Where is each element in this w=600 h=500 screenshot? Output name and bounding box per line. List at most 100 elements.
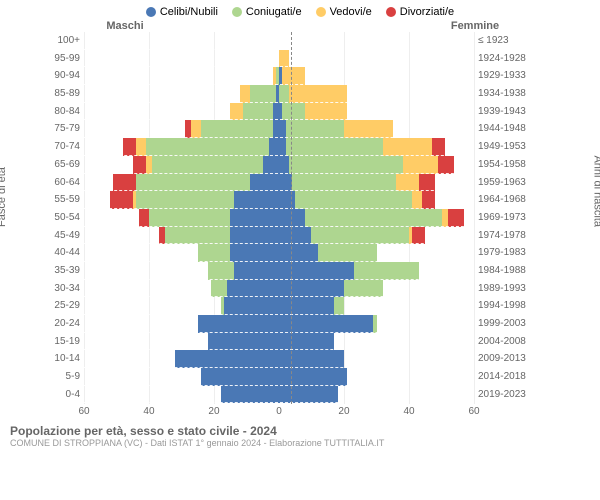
row-bars	[84, 120, 474, 138]
row-bars	[84, 227, 474, 245]
bar-segment	[318, 244, 377, 262]
age-label: 80-84	[50, 103, 84, 121]
row-bars	[84, 368, 474, 386]
row-bars	[84, 350, 474, 368]
ylabel-right: Anni di nascita	[592, 155, 600, 227]
female-bar	[279, 227, 474, 245]
bar-segment	[230, 244, 279, 262]
age-row: 75-791944-1948	[50, 120, 532, 138]
bar-segment	[286, 138, 384, 156]
bar-segment	[279, 333, 334, 351]
x-tick: 60	[468, 406, 479, 417]
male-bar	[84, 103, 279, 121]
female-bar	[279, 85, 474, 103]
bar-segment	[279, 50, 289, 68]
birth-label: 2004-2008	[474, 333, 532, 351]
row-bars	[84, 280, 474, 298]
row-bars	[84, 333, 474, 351]
bar-segment	[230, 103, 243, 121]
male-bar	[84, 209, 279, 227]
bar-segment	[250, 85, 276, 103]
bar-segment	[403, 156, 439, 174]
age-label: 60-64	[50, 174, 84, 192]
footer-subtitle: COMUNE DI STROPPIANA (VC) - Dati ISTAT 1…	[10, 438, 590, 448]
birth-label: 2009-2013	[474, 350, 532, 368]
row-bars	[84, 191, 474, 209]
birth-label: 1979-1983	[474, 244, 532, 262]
age-row: 80-841939-1943	[50, 103, 532, 121]
age-label: 45-49	[50, 227, 84, 245]
row-bars	[84, 209, 474, 227]
bar-segment	[243, 103, 272, 121]
bar-segment	[136, 138, 146, 156]
row-bars	[84, 156, 474, 174]
bar-segment	[234, 262, 280, 280]
bar-segment	[234, 191, 280, 209]
bar-segment	[432, 138, 445, 156]
bar-segment	[198, 244, 230, 262]
bar-segment	[305, 103, 347, 121]
row-bars	[84, 103, 474, 121]
row-bars	[84, 297, 474, 315]
female-bar	[279, 333, 474, 351]
age-label: 100+	[50, 32, 84, 50]
bar-segment	[289, 156, 403, 174]
bar-segment	[110, 191, 133, 209]
bar-segment	[279, 244, 318, 262]
female-bar	[279, 280, 474, 298]
rows-container: 100+≤ 192395-991924-192890-941929-193385…	[50, 32, 532, 404]
age-label: 40-44	[50, 244, 84, 262]
female-bar	[279, 350, 474, 368]
bar-segment	[211, 280, 227, 298]
male-bar	[84, 138, 279, 156]
female-bar	[279, 156, 474, 174]
male-bar	[84, 333, 279, 351]
age-row: 95-991924-1928	[50, 50, 532, 68]
birth-label: 1964-1968	[474, 191, 532, 209]
birth-label: 1944-1948	[474, 120, 532, 138]
age-row: 70-741949-1953	[50, 138, 532, 156]
male-header: Maschi	[0, 20, 300, 32]
female-bar	[279, 174, 474, 192]
x-tick: 0	[276, 406, 282, 417]
female-bar	[279, 209, 474, 227]
age-label: 55-59	[50, 191, 84, 209]
male-bar	[84, 368, 279, 386]
bar-segment	[448, 209, 464, 227]
population-pyramid-chart: Celibi/NubiliConiugati/eVedovi/eDivorzia…	[0, 0, 600, 500]
female-bar	[279, 103, 474, 121]
age-row: 45-491974-1978	[50, 227, 532, 245]
row-bars	[84, 67, 474, 85]
bar-segment	[152, 156, 263, 174]
male-bar	[84, 120, 279, 138]
bar-segment	[123, 138, 136, 156]
bar-segment	[279, 368, 347, 386]
age-label: 95-99	[50, 50, 84, 68]
bar-segment	[438, 156, 454, 174]
birth-label: 1989-1993	[474, 280, 532, 298]
bar-segment	[279, 386, 338, 404]
bar-segment	[412, 227, 425, 245]
female-bar	[279, 244, 474, 262]
bar-segment	[305, 209, 442, 227]
male-bar	[84, 315, 279, 333]
bar-segment	[279, 297, 334, 315]
bar-segment	[279, 262, 354, 280]
male-bar	[84, 386, 279, 404]
male-bar	[84, 191, 279, 209]
bar-segment	[334, 297, 344, 315]
bar-segment	[286, 120, 345, 138]
bar-segment	[208, 262, 234, 280]
bar-segment	[221, 386, 280, 404]
age-row: 25-291994-1998	[50, 297, 532, 315]
legend-item: Vedovi/e	[316, 6, 372, 18]
row-bars	[84, 50, 474, 68]
age-row: 90-941929-1933	[50, 67, 532, 85]
age-row: 100+≤ 1923	[50, 32, 532, 50]
gender-headers: Maschi Femmine	[0, 20, 600, 32]
age-label: 15-19	[50, 333, 84, 351]
bar-segment	[201, 368, 279, 386]
bar-segment	[311, 227, 409, 245]
age-row: 35-391984-1988	[50, 262, 532, 280]
female-bar	[279, 191, 474, 209]
